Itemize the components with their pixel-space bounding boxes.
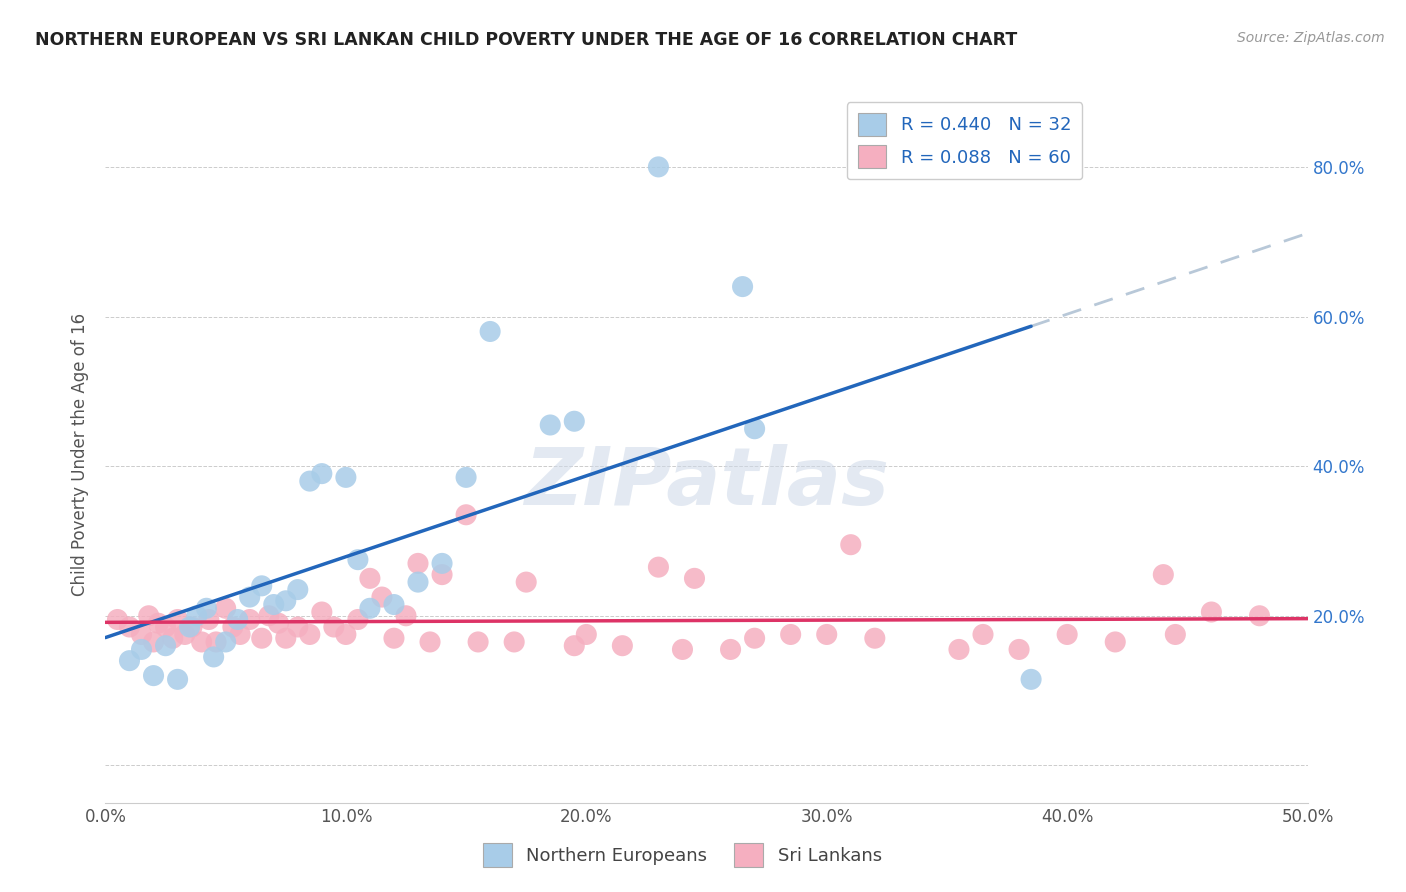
Point [118,654,141,668]
Point [1008,642,1031,657]
Point [382,598,405,612]
Point [395,608,418,623]
Point [720,642,742,657]
Point [647,160,669,174]
Point [815,627,838,641]
Point [142,635,165,649]
Point [205,635,228,649]
Point [202,649,225,664]
Point [162,631,184,645]
Point [229,627,252,641]
Point [166,613,188,627]
Point [779,627,801,641]
Point [322,620,344,634]
Point [562,414,585,428]
Point [222,620,245,634]
Point [148,616,170,631]
Point [430,557,453,571]
Point [138,608,160,623]
Point [118,620,141,634]
Point [347,552,370,566]
Point [382,631,405,645]
Point [1249,608,1271,623]
Point [335,470,357,484]
Point [359,571,381,585]
Point [575,627,598,641]
Point [1104,635,1126,649]
Point [562,639,585,653]
Text: Source: ZipAtlas.com: Source: ZipAtlas.com [1237,31,1385,45]
Point [131,642,153,657]
Point [467,635,489,649]
Point [274,631,297,645]
Point [406,575,429,590]
Point [1019,673,1042,687]
Point [839,538,862,552]
Point [298,474,321,488]
Point [311,467,333,481]
Point [239,613,262,627]
Point [1152,567,1174,582]
Point [515,575,537,590]
Point [263,598,285,612]
Point [195,601,218,615]
Point [298,627,321,641]
Point [142,668,165,682]
Text: ZIPatlas: ZIPatlas [524,443,889,522]
Point [454,470,477,484]
Point [406,557,429,571]
Point [683,571,706,585]
Point [166,673,188,687]
Y-axis label: Child Poverty Under the Age of 16: Child Poverty Under the Age of 16 [72,313,90,597]
Point [744,422,766,436]
Point [972,627,994,641]
Point [671,642,693,657]
Point [371,590,394,604]
Point [250,579,273,593]
Point [181,620,204,634]
Point [107,613,129,627]
Point [948,642,970,657]
Point [731,279,754,293]
Point [863,631,886,645]
Point [155,620,177,634]
Point [1056,627,1078,641]
Legend: Northern Europeans, Sri Lankans: Northern Europeans, Sri Lankans [475,836,889,874]
Point [430,567,453,582]
Point [267,616,290,631]
Point [155,639,177,653]
Point [538,417,561,432]
Point [239,590,262,604]
Point [131,627,153,641]
Point [274,594,297,608]
Point [287,620,309,634]
Point [173,627,195,641]
Point [612,639,634,653]
Point [503,635,526,649]
Point [214,635,236,649]
Point [1201,605,1223,619]
Point [335,627,357,641]
Point [347,613,370,627]
Point [226,613,249,627]
Point [214,601,236,615]
Point [186,608,208,623]
Text: NORTHERN EUROPEAN VS SRI LANKAN CHILD POVERTY UNDER THE AGE OF 16 CORRELATION CH: NORTHERN EUROPEAN VS SRI LANKAN CHILD PO… [35,31,1018,49]
Point [198,613,221,627]
Point [419,635,441,649]
Point [257,608,280,623]
Point [179,620,201,634]
Point [647,560,669,574]
Point [250,631,273,645]
Point [454,508,477,522]
Point [311,605,333,619]
Point [287,582,309,597]
Point [359,601,381,615]
Point [479,325,502,339]
Point [190,635,212,649]
Point [1164,627,1187,641]
Point [744,631,766,645]
